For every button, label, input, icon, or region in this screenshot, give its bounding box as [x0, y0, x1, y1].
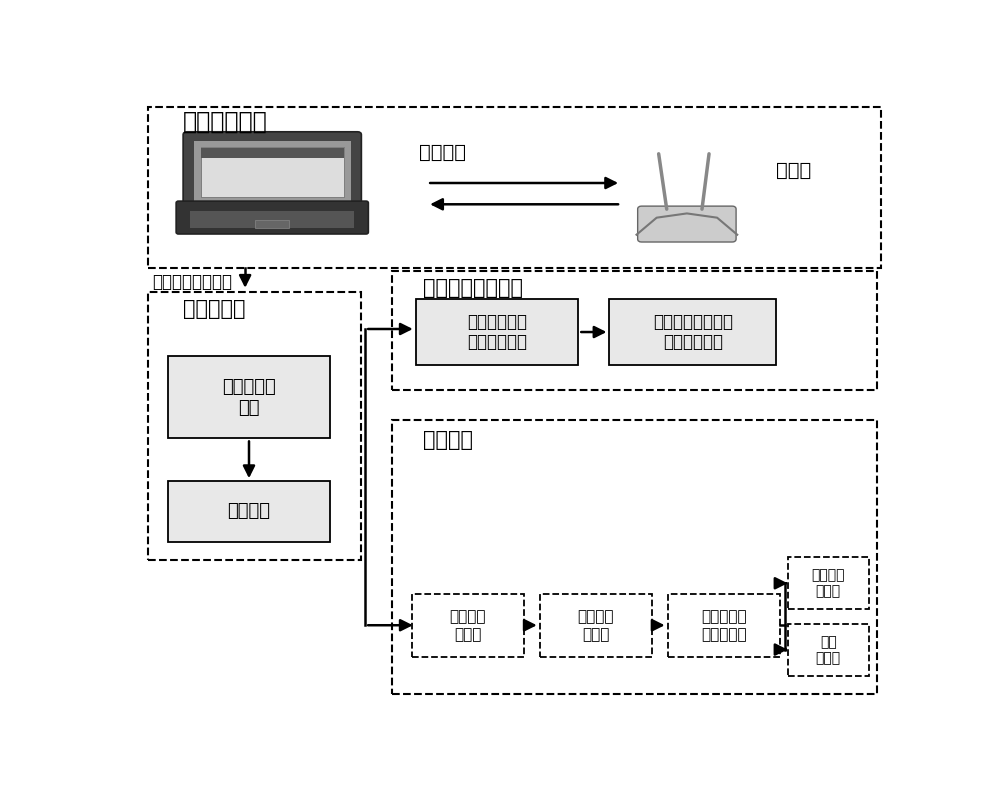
FancyBboxPatch shape [183, 132, 361, 208]
Bar [201, 146, 344, 198]
Bar [540, 593, 652, 657]
Bar [416, 299, 578, 366]
Text: 指纹匹配度
计算子模块: 指纹匹配度 计算子模块 [701, 609, 746, 641]
Bar [392, 420, 877, 694]
FancyBboxPatch shape [176, 201, 368, 234]
Bar [201, 149, 344, 158]
Text: 指纹地图构建模块: 指纹地图构建模块 [423, 278, 523, 299]
Bar [788, 624, 869, 675]
Text: 对参考位置点
生成指纹信息: 对参考位置点 生成指纹信息 [467, 313, 527, 352]
Bar [668, 593, 780, 657]
Text: 指纹构建
子模块: 指纹构建 子模块 [450, 609, 486, 641]
Text: 容错
子模块: 容错 子模块 [816, 635, 841, 665]
Text: 位置确定
子模块: 位置确定 子模块 [812, 568, 845, 598]
Text: 反向傅里叶
变换: 反向傅里叶 变换 [222, 378, 276, 417]
Bar [194, 141, 351, 201]
Bar [168, 356, 330, 438]
Text: 距离计算
子模块: 距离计算 子模块 [578, 609, 614, 641]
Text: 数据获取模块: 数据获取模块 [183, 110, 268, 134]
Text: 信道状态信息数据: 信道状态信息数据 [152, 273, 232, 291]
Bar [609, 299, 776, 366]
Text: 定位模块: 定位模块 [423, 431, 473, 450]
Text: 移动设备: 移动设备 [420, 143, 466, 162]
Text: 发射机: 发射机 [776, 161, 811, 180]
Bar [412, 593, 524, 657]
Text: 预处理模块: 预处理模块 [183, 299, 246, 319]
FancyBboxPatch shape [638, 206, 736, 242]
Bar [392, 271, 877, 389]
Bar [168, 481, 330, 542]
Text: 滤噪处理: 滤噪处理 [228, 502, 270, 521]
Bar [148, 107, 881, 268]
Bar [148, 292, 361, 560]
Bar [255, 220, 289, 228]
Text: 构建环状指纹地图
及指纹数据库: 构建环状指纹地图 及指纹数据库 [653, 313, 733, 352]
Bar [788, 557, 869, 609]
Bar [190, 211, 354, 228]
